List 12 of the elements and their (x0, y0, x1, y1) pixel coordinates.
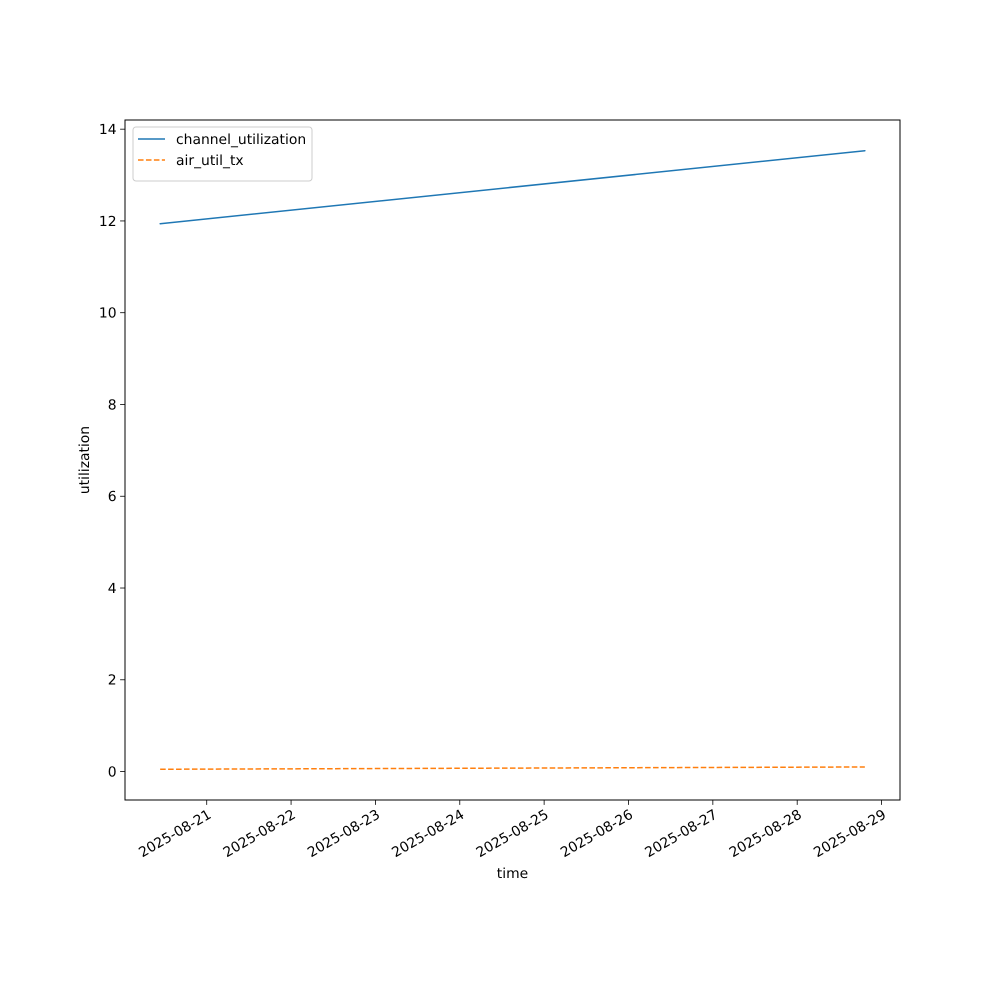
y-tick-label: 10 (98, 306, 117, 322)
x-axis-title: time (496, 866, 528, 882)
y-tick-label: 6 (108, 489, 117, 506)
y-tick-label: 14 (98, 122, 117, 138)
y-tick-label: 2 (108, 672, 117, 689)
y-tick-label: 4 (108, 580, 117, 597)
y-axis-title: utilization (77, 426, 93, 494)
legend-label: air_util_tx (176, 152, 244, 169)
y-tick-label: 12 (98, 214, 117, 230)
legend-label: channel_utilization (176, 132, 306, 148)
y-tick-label: 8 (108, 397, 117, 414)
y-tick-label: 0 (108, 764, 117, 780)
